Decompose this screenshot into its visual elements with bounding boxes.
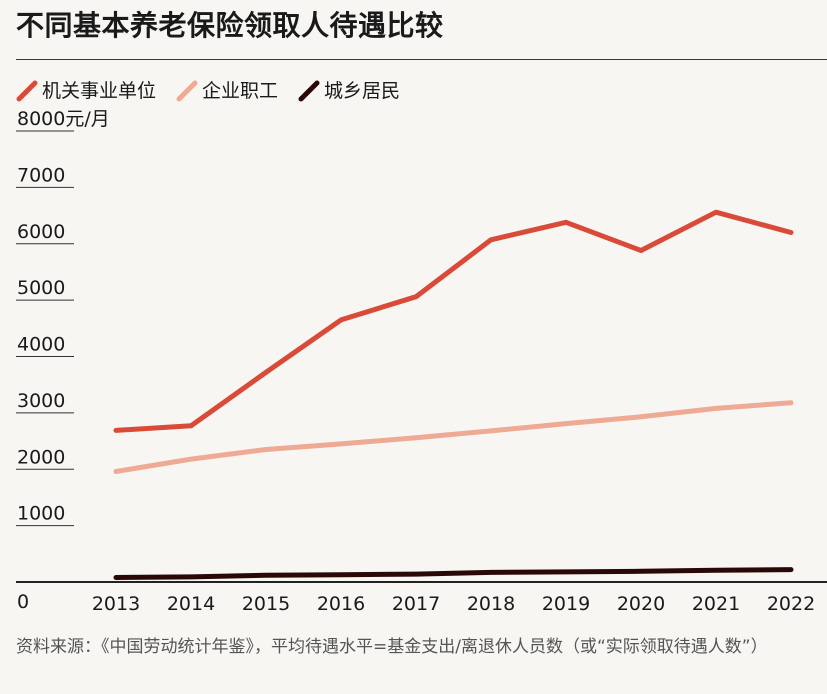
x-tick-label: 2013 (92, 593, 140, 615)
x-tick-label: 2020 (617, 593, 665, 615)
series-layer (113, 209, 794, 580)
legend-label-series-2: 城乡居民 (324, 80, 401, 102)
legend-swatch-series-2 (298, 80, 320, 102)
title-divider (16, 59, 827, 60)
series-line-1 (113, 400, 794, 474)
x-tick-label: 2017 (392, 593, 440, 615)
legend-swatch-line (16, 80, 38, 102)
axis-layer: 0 1000 2000 3000 4000 5000 6000 7000 8000元/月 2013… (16, 110, 827, 615)
legend-label-series-1: 企业职工 (202, 80, 279, 102)
source-note: 资料来源：《中国劳动统计年鉴》，平均待遇水平=基金支出/离退休人员数（或“实际领… (16, 637, 768, 657)
chart-title: 不同基本养老保险领取人待遇比较 (16, 9, 444, 42)
series-line-0 (113, 209, 794, 433)
x-tick-label: 2021 (692, 593, 740, 615)
x-tick-label: 2018 (467, 593, 515, 615)
y-tick-label: 2000 (17, 446, 65, 468)
legend: 机关事业单位 企业职工 城乡居民 (16, 78, 400, 104)
x-tick-label: 2019 (542, 593, 590, 615)
y-tick-label: 0 (17, 591, 29, 613)
y-tick-label: 3000 (17, 390, 65, 412)
legend-item-series-2: 城乡居民 (298, 78, 400, 104)
series-line-2 (113, 567, 794, 580)
legend-label-series-0: 机关事业单位 (42, 80, 157, 102)
legend-swatch-line (176, 80, 198, 102)
x-tick-label: 2016 (317, 593, 365, 615)
legend-swatch-line (298, 80, 320, 102)
line-chart: 0 1000 2000 3000 4000 5000 6000 7000 8000元/月 2013… (16, 110, 827, 615)
y-tick-label: 4000 (17, 334, 65, 356)
legend-swatch-series-0 (16, 80, 38, 102)
y-tick-label: 6000 (17, 221, 65, 243)
x-tick-label: 2014 (167, 593, 215, 615)
x-tick-label: 2015 (242, 593, 290, 615)
legend-item-series-1: 企业职工 (176, 78, 278, 104)
y-tick-label: 8000元/月 (17, 110, 110, 130)
legend-item-series-0: 机关事业单位 (16, 78, 156, 104)
y-tick-label: 5000 (17, 277, 65, 299)
legend-swatch-series-1 (176, 80, 198, 102)
x-tick-label: 2022 (767, 593, 815, 615)
y-tick-label: 7000 (17, 164, 65, 186)
y-tick-label: 1000 (17, 503, 65, 525)
